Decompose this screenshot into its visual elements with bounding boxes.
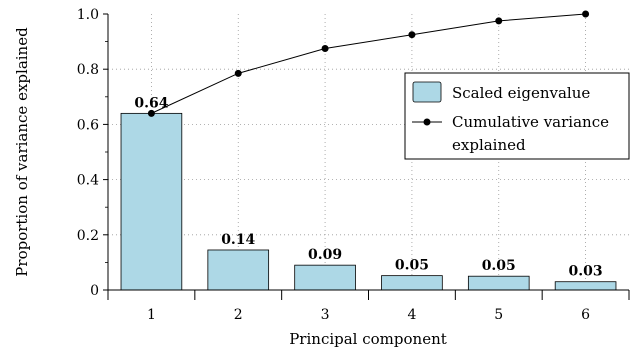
legend-label-cumulative-line-1: Cumulative variance	[452, 113, 609, 131]
x-tick-label: 5	[494, 307, 503, 323]
cumulative-polyline	[151, 13, 586, 114]
bar	[467, 275, 530, 291]
legend-label-scaled-eigenvalue: Scaled eigenvalue	[452, 84, 590, 102]
y-tick-label: 0.8	[77, 62, 99, 78]
bar-labels: 0.64 0.14 0.09 0.05 0.05 0.03	[134, 95, 602, 279]
legend-marker-cumulative	[423, 118, 431, 126]
bar-value-label: 0.05	[395, 258, 429, 274]
cumulative-point	[408, 31, 416, 39]
grid-lines	[108, 14, 629, 290]
bar-value-label: 0.05	[482, 258, 516, 274]
x-axis-label: Principal component	[289, 330, 447, 348]
bar	[207, 249, 270, 291]
cumulative-point	[582, 10, 590, 18]
bar	[294, 264, 356, 291]
bar-value-label: 0.14	[221, 232, 255, 248]
y-tick-label: 1.0	[77, 7, 99, 23]
legend-box	[404, 72, 630, 160]
y-tick-label: 0.4	[77, 173, 99, 189]
legend: Scaled eigenvalue Cumulative variance ex…	[404, 72, 630, 160]
bar-value-label: 0.09	[308, 247, 342, 263]
bar	[120, 112, 183, 291]
y-tick-label: 0	[90, 283, 99, 299]
cumulative-point	[321, 45, 329, 52]
x-tick-label: 2	[234, 307, 243, 323]
x-tick-label: 6	[581, 307, 590, 323]
bar-value-label: 0.64	[134, 95, 168, 111]
x-tick-label: 1	[147, 307, 156, 323]
y-tick-label: 0.2	[77, 228, 99, 244]
legend-swatch-scaled-eigenvalue	[412, 81, 442, 103]
cumulative-point	[234, 69, 242, 77]
x-tick-label: 4	[407, 307, 416, 323]
bar-value-label: 0.03	[569, 264, 603, 280]
cumulative-line	[147, 10, 590, 117]
x-tick-label: 3	[321, 307, 330, 323]
ticks: 0 0.2 0.4 0.6 0.8 1.0 1 2 3 4 5 6	[77, 7, 630, 323]
y-tick-label: 0.6	[77, 117, 99, 133]
y-axis-label: Proportion of variance explained	[13, 27, 31, 277]
bar	[381, 275, 443, 291]
cumulative-point	[147, 109, 155, 117]
legend-label-cumulative-line-2: explained	[452, 136, 526, 154]
cumulative-point	[495, 17, 503, 25]
bar	[554, 281, 617, 291]
